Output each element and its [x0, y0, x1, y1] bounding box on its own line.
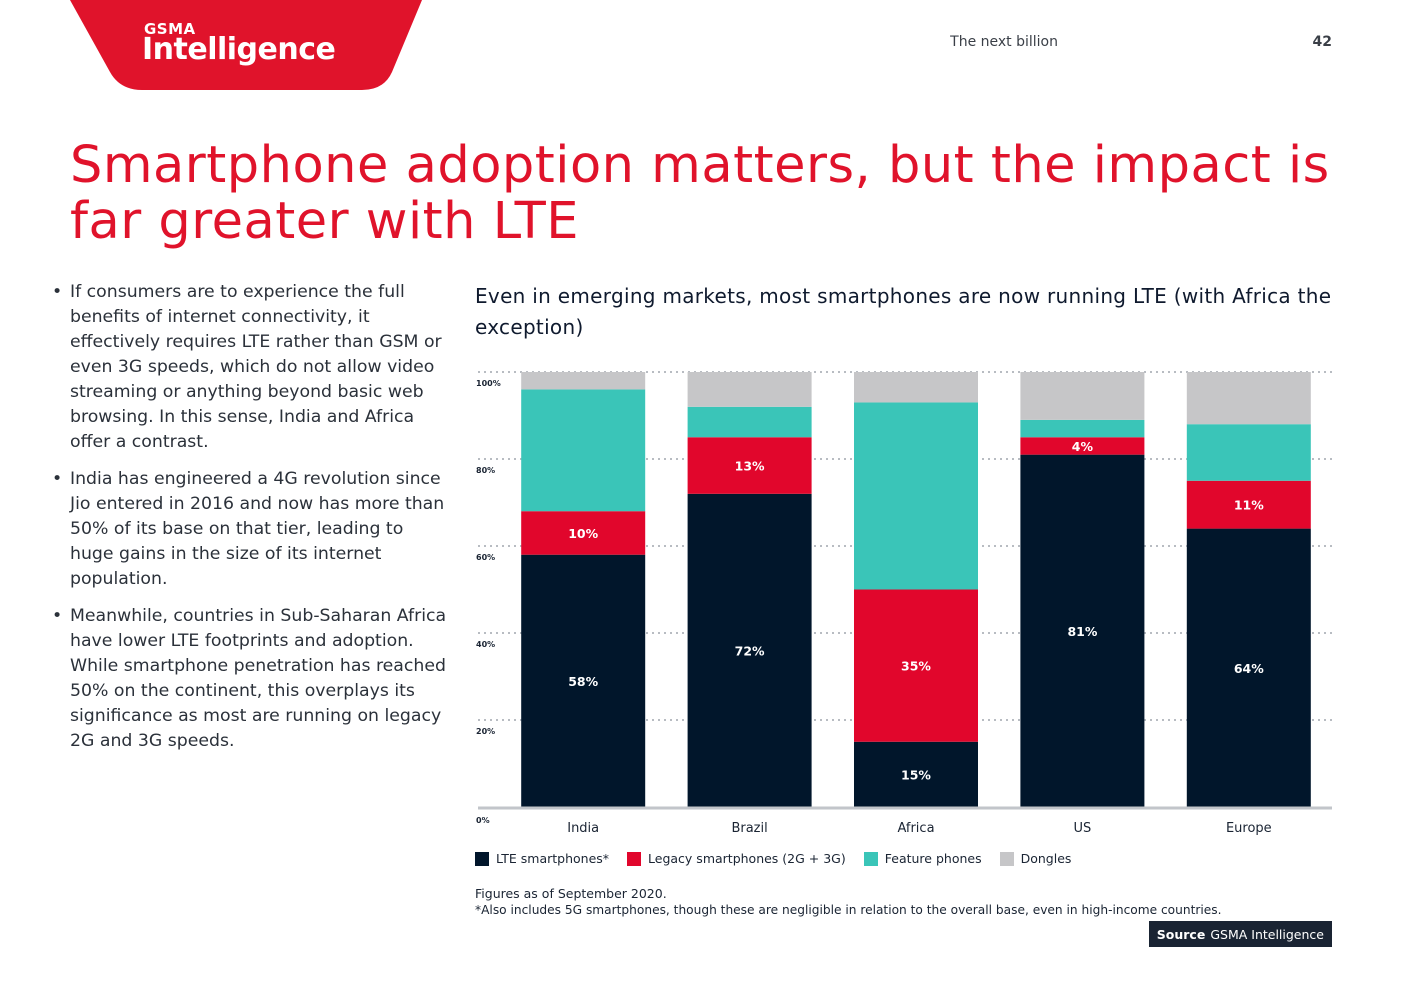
- bullet-item: Meanwhile, countries in Sub-Saharan Afri…: [50, 604, 450, 754]
- bar-segment: [1020, 372, 1145, 420]
- bar-segment: [521, 554, 646, 807]
- section-title: The next billion: [950, 34, 1058, 50]
- bar-segment: [521, 389, 646, 512]
- data-label: 35%: [901, 659, 931, 674]
- y-tick-label: 0%: [476, 816, 490, 825]
- bullet-list: If consumers are to experience the full …: [50, 280, 450, 766]
- legend-item-dongles: Dongles: [999, 851, 1072, 866]
- figures-note: Figures as of September 2020.: [475, 886, 667, 901]
- bar-segment: [521, 511, 646, 555]
- bar-segment: [1186, 480, 1311, 529]
- bar-segment: [687, 406, 812, 438]
- legend-swatch-feature: [863, 851, 878, 866]
- data-label: 11%: [1234, 498, 1264, 513]
- bar-segment: [687, 493, 812, 807]
- logo-shape: [70, 0, 422, 90]
- y-tick-label: 80%: [476, 466, 495, 475]
- gsma-intelligence-logo: GSMA Intelligence: [62, 0, 428, 92]
- bar-segment: [854, 402, 978, 590]
- data-label: 15%: [901, 767, 931, 782]
- logo-intelligence-text: Intelligence: [142, 32, 336, 67]
- data-label: 10%: [568, 526, 598, 541]
- bar-segment: [687, 372, 812, 407]
- data-label: 81%: [1067, 624, 1097, 639]
- page-number: 42: [1312, 34, 1332, 50]
- legend-swatch-legacy: [627, 851, 642, 866]
- data-label: 58%: [568, 674, 598, 689]
- x-category-label: US: [1074, 821, 1092, 836]
- bar-segment: [854, 372, 978, 403]
- legend-item-lte: LTE smartphones*: [475, 851, 609, 866]
- source-label: Source: [1156, 926, 1206, 942]
- legend-swatch-dongles: [999, 851, 1014, 866]
- data-label: 64%: [1234, 661, 1264, 676]
- legend-label-dongles: Dongles: [1020, 851, 1072, 866]
- y-tick-label: 40%: [476, 640, 495, 649]
- y-tick-label: 20%: [476, 727, 495, 736]
- legend-item-feature: Feature phones: [863, 851, 982, 866]
- data-label: 4%: [1072, 439, 1094, 454]
- bullet-item: India has engineered a 4G revolution sin…: [50, 467, 450, 592]
- data-label: 13%: [735, 459, 765, 474]
- footnote: *Also includes 5G smartphones, though th…: [475, 903, 1222, 917]
- bar-segment: [1186, 372, 1311, 425]
- logo-gsma-text: GSMA: [144, 20, 196, 38]
- bar-segment: [1020, 437, 1145, 455]
- bar-segment: [1186, 424, 1311, 481]
- legend-label-lte: LTE smartphones*: [496, 851, 610, 866]
- bar-segment: [1020, 419, 1145, 438]
- y-tick-label: 60%: [476, 553, 495, 562]
- page-headline: Smartphone adoption matters, but the imp…: [70, 136, 1330, 251]
- stacked-bar-chart: 0% 20% 40% 60% 80% 100% 58% 10% India 72% 13% Brazi…: [476, 371, 1332, 836]
- bullet-item: If consumers are to experience the full …: [50, 280, 450, 455]
- x-category-label: India: [567, 821, 599, 836]
- bar-segment: [521, 372, 646, 390]
- x-category-label: Africa: [897, 821, 934, 836]
- x-category-label: Brazil: [731, 821, 767, 836]
- legend-label-legacy: Legacy smartphones (2G + 3G): [648, 851, 846, 866]
- source-badge: Source GSMA Intelligence: [1148, 921, 1332, 947]
- data-label: 72%: [735, 643, 765, 658]
- x-category-label: Europe: [1226, 821, 1272, 836]
- chart-legend: LTE smartphones* Legacy smartphones (2G …: [475, 851, 1071, 866]
- bar-segment: [1186, 528, 1311, 807]
- chart-title: Even in emerging markets, most smartphon…: [475, 284, 1332, 339]
- legend-item-legacy: Legacy smartphones (2G + 3G): [627, 851, 846, 866]
- y-tick-label: 100%: [476, 379, 501, 388]
- bar-segment: [1020, 454, 1145, 807]
- source-value: GSMA Intelligence: [1210, 926, 1324, 942]
- bar-segment: [854, 589, 978, 742]
- legend-swatch-lte: [475, 851, 489, 866]
- bar-segment: [687, 437, 812, 494]
- legend-label-feature: Feature phones: [884, 851, 982, 866]
- bar-segment: [854, 741, 978, 807]
